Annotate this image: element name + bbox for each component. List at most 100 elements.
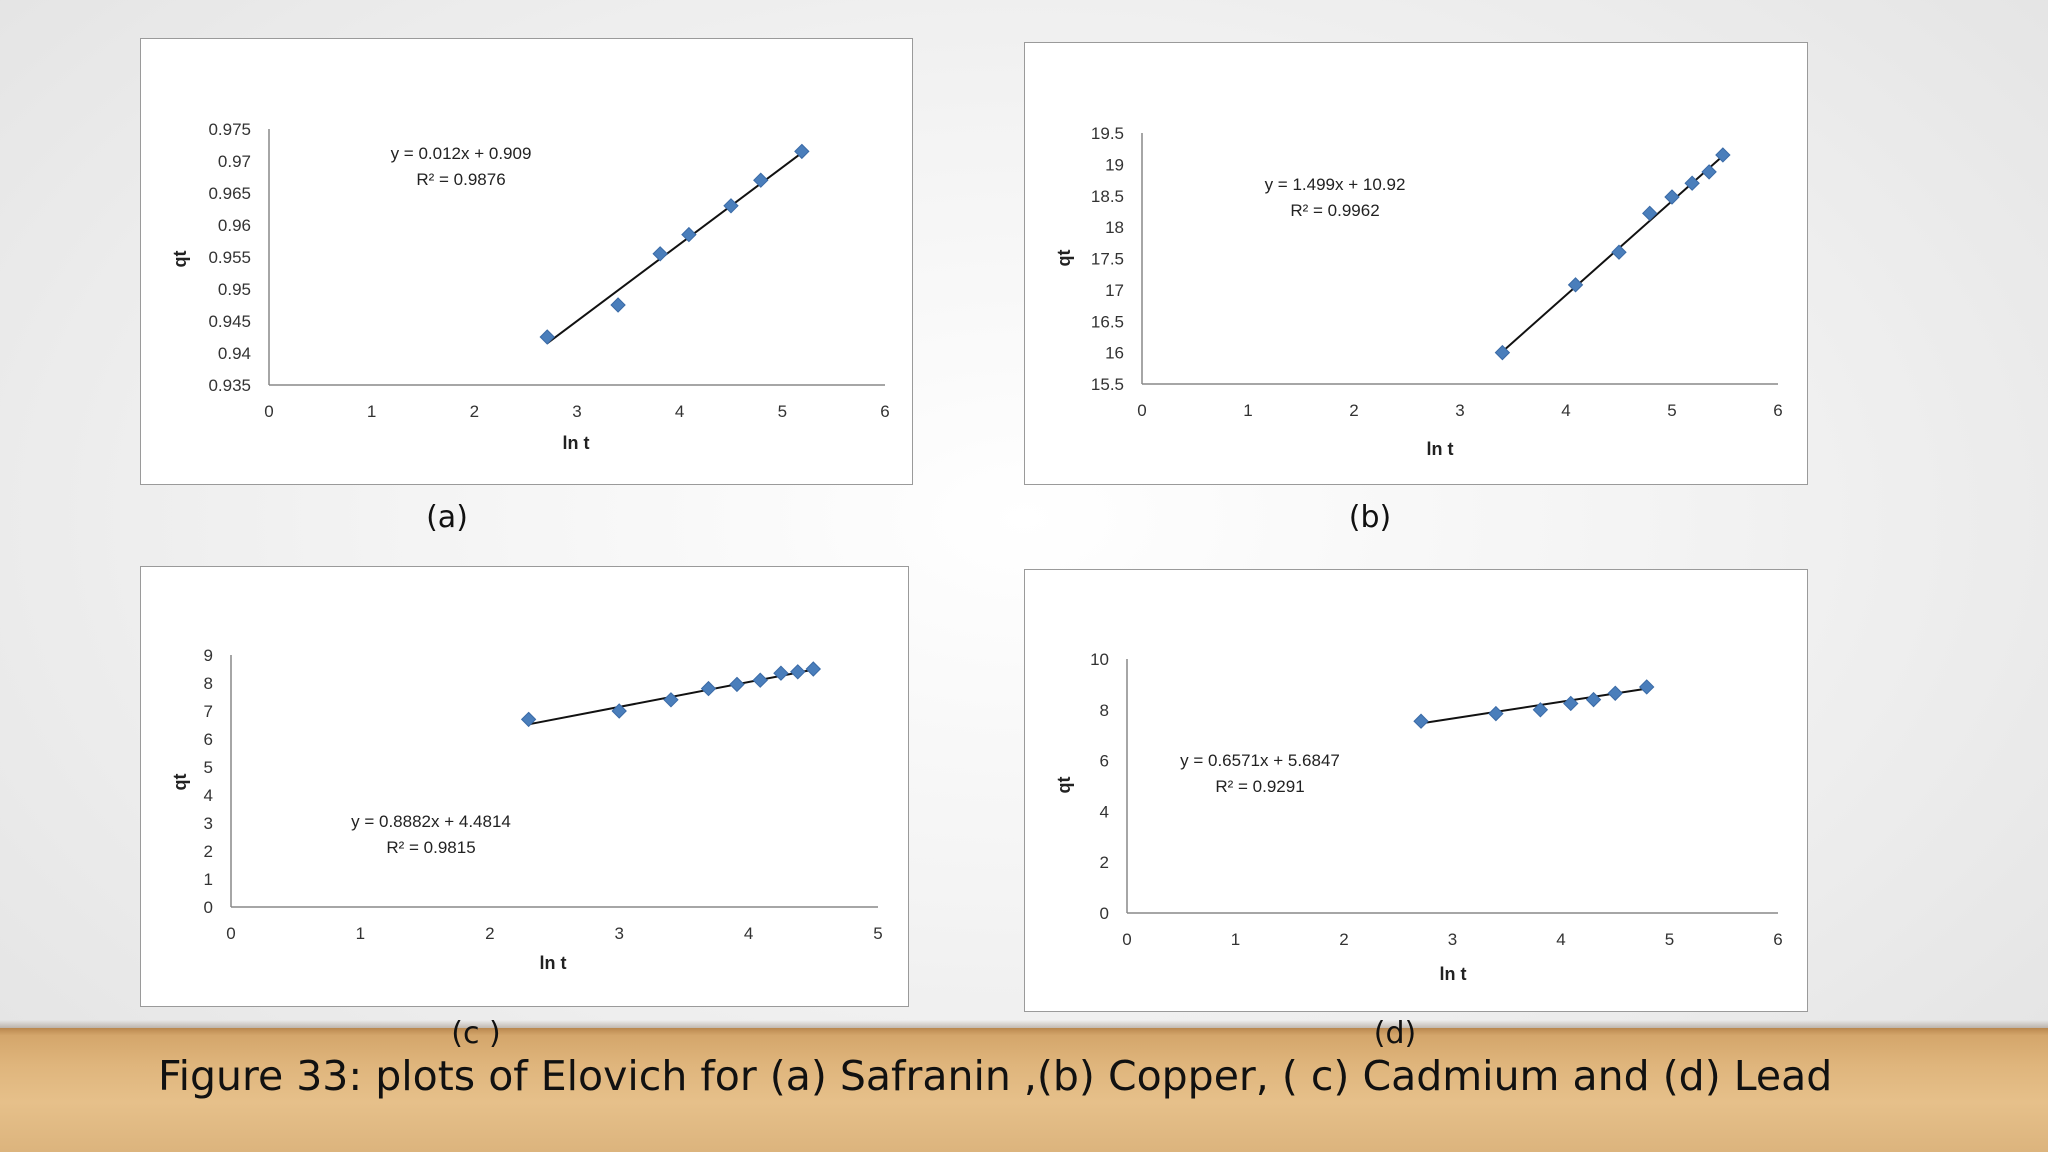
data-point-marker (1563, 695, 1579, 712)
data-point-marker (723, 198, 739, 214)
data-point-marker (1639, 679, 1655, 695)
x-axis-title: ln t (1427, 439, 1454, 459)
y-tick-label: 7 (204, 702, 213, 721)
data-point-marker (663, 692, 679, 708)
data-point-marker (1585, 691, 1602, 708)
y-tick-label: 19 (1105, 155, 1124, 174)
data-point-marker (1642, 205, 1658, 222)
data-point-marker (1701, 164, 1717, 180)
x-tick-label: 0 (1137, 401, 1146, 420)
x-tick-label: 0 (226, 924, 235, 943)
y-tick-label: 0.95 (218, 280, 251, 299)
x-tick-label: 5 (873, 924, 882, 943)
x-tick-label: 3 (614, 924, 623, 943)
trendline-equation: y = 0.8882x + 4.4814 (351, 812, 511, 831)
y-tick-label: 8 (1100, 701, 1109, 720)
y-axis-title: qt (170, 774, 190, 791)
data-point-marker (1611, 244, 1627, 260)
y-tick-label: 4 (204, 786, 213, 805)
trendline-equation: y = 0.6571x + 5.6847 (1180, 751, 1340, 770)
chart-b-plot: 15.5 16 16.5 17 17.5 18 18.5 19 19.5 0 1 2 3 4 5 6 ln t q… (1054, 124, 1783, 459)
data-point-marker (1684, 175, 1700, 191)
trendline-equation: y = 0.012x + 0.909 (391, 144, 532, 163)
x-tick-label: 5 (1667, 401, 1676, 420)
data-point-marker (790, 664, 806, 680)
r-squared-label: R² = 0.9291 (1215, 777, 1304, 796)
y-tick-label: 1 (204, 870, 213, 889)
x-tick-label: 5 (778, 402, 787, 421)
chart-c-plot: 0 1 2 3 4 5 6 7 8 9 0 1 2 3 4 5 ln t qt y = 0.8882x + 4.48… (170, 646, 883, 973)
y-tick-label: 8 (204, 674, 213, 693)
y-tick-label: 18 (1105, 218, 1124, 237)
y-tick-label: 2 (1100, 853, 1109, 872)
x-axis-title: ln t (1440, 964, 1467, 984)
y-tick-label: 9 (204, 646, 213, 665)
data-point-marker (1607, 685, 1623, 701)
data-point-marker (1664, 189, 1680, 205)
data-point-marker (652, 246, 668, 262)
x-tick-label: 6 (1773, 401, 1782, 420)
x-tick-label: 3 (1448, 930, 1457, 949)
y-tick-label: 19.5 (1091, 124, 1124, 143)
r-squared-label: R² = 0.9815 (386, 838, 475, 857)
y-tick-label: 5 (204, 758, 213, 777)
panel-label-b: (b) (1348, 500, 1392, 535)
figure-caption: Figure 33: plots of Elovich for (a) Safr… (158, 1052, 1833, 1100)
chart-panel-b: 15.5 16 16.5 17 17.5 18 18.5 19 19.5 0 1 2 3 4 5 6 ln t q… (1024, 42, 1808, 485)
y-tick-label: 0.955 (208, 248, 251, 267)
y-tick-label: 10 (1090, 650, 1109, 669)
data-point-marker (729, 676, 745, 693)
data-point-marker (611, 703, 627, 719)
chart-panel-c: 0 1 2 3 4 5 6 7 8 9 0 1 2 3 4 5 ln t qt y = 0.8882x + 4.48… (140, 566, 909, 1007)
x-tick-label: 4 (1556, 930, 1565, 949)
x-tick-label: 4 (675, 402, 684, 421)
x-tick-label: 0 (1122, 930, 1131, 949)
x-tick-label: 1 (367, 402, 376, 421)
data-point-marker (1567, 277, 1584, 293)
x-tick-label: 2 (485, 924, 494, 943)
data-point-marker (1532, 702, 1549, 718)
x-tick-label: 5 (1665, 930, 1674, 949)
x-tick-label: 3 (1455, 401, 1464, 420)
y-tick-label: 6 (1100, 752, 1109, 771)
y-axis-title: qt (170, 251, 190, 268)
y-axis-title: qt (1054, 777, 1074, 794)
panel-label-a: (a) (426, 500, 468, 535)
r-squared-label: R² = 0.9962 (1290, 201, 1379, 220)
data-point-marker (805, 661, 822, 677)
x-tick-label: 1 (1243, 401, 1252, 420)
y-tick-label: 0.96 (218, 216, 251, 235)
x-tick-label: 4 (744, 924, 753, 943)
y-tick-label: 0.975 (208, 120, 251, 139)
x-tick-label: 2 (1339, 930, 1348, 949)
data-point-marker (681, 226, 697, 243)
chart-d-plot: 0 2 4 6 8 10 0 1 2 3 4 5 6 ln t qt y = 0.6571x + 5.6847… (1054, 650, 1783, 984)
y-tick-label: 0.97 (218, 152, 251, 171)
x-tick-label: 6 (880, 402, 889, 421)
data-point-marker (1715, 147, 1731, 163)
x-tick-label: 4 (1561, 401, 1570, 420)
wooden-floor-background (0, 1028, 2048, 1152)
x-tick-label: 1 (1231, 930, 1240, 949)
y-tick-label: 6 (204, 730, 213, 749)
data-point-marker (794, 143, 810, 160)
y-tick-label: 15.5 (1091, 375, 1124, 394)
trendline-equation: y = 1.499x + 10.92 (1265, 175, 1406, 194)
x-tick-label: 0 (264, 402, 273, 421)
data-point-marker (610, 297, 626, 313)
y-axis-title: qt (1054, 250, 1074, 267)
r-squared-label: R² = 0.9876 (416, 170, 505, 189)
y-tick-label: 16 (1105, 344, 1124, 363)
trendline (1501, 155, 1724, 353)
chart-panel-d: 0 2 4 6 8 10 0 1 2 3 4 5 6 ln t qt y = 0.6571x + 5.6847… (1024, 569, 1808, 1012)
y-tick-label: 3 (204, 814, 213, 833)
y-tick-label: 17 (1105, 281, 1124, 300)
y-tick-label: 16.5 (1091, 312, 1124, 331)
x-tick-label: 6 (1773, 930, 1782, 949)
y-tick-label: 0 (1100, 904, 1109, 923)
data-point-marker (700, 680, 717, 697)
y-tick-label: 0.965 (208, 184, 251, 203)
y-tick-label: 0.945 (208, 312, 251, 331)
x-tick-label: 3 (572, 402, 581, 421)
data-point-marker (1413, 713, 1429, 729)
